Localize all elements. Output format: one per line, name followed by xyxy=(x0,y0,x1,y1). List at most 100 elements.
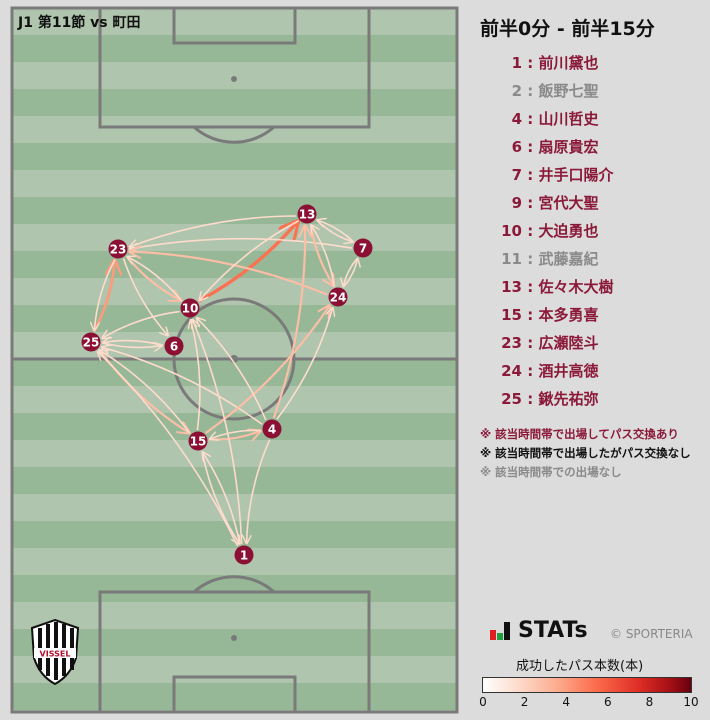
pitch-stripe xyxy=(12,494,457,521)
player-sep: : xyxy=(522,194,539,212)
player-item: 25 : 鍬先祐弥 xyxy=(480,388,613,416)
pass-arrow-4-25 xyxy=(102,347,263,425)
player-node-label: 6 xyxy=(170,340,178,354)
pitch-stripe xyxy=(12,305,457,332)
player-node-label: 24 xyxy=(330,291,347,305)
pitch-stripe xyxy=(12,35,457,62)
pass-arrow-4-13 xyxy=(272,226,305,419)
stats-logo: STATs xyxy=(490,618,588,643)
player-name: 佐々木大樹 xyxy=(538,278,614,296)
player-sep: : xyxy=(522,138,539,156)
player-item: 23 : 広瀬陸斗 xyxy=(480,332,613,360)
top-goal-box xyxy=(172,6,297,45)
note-nopass: ※ 該当時間帯で出場したがパス交換なし xyxy=(480,446,691,460)
pass-arrow-15-25 xyxy=(100,350,191,435)
player-item: 7 : 井手口陽介 xyxy=(480,164,614,192)
player-node-6 xyxy=(164,336,184,356)
colorbar-title: 成功したパス本数(本) xyxy=(516,659,644,674)
pass-arrow-24-13 xyxy=(311,225,335,287)
pitch-stripe xyxy=(12,548,457,575)
colorbar-tick: 4 xyxy=(562,695,571,709)
pass-arrow-1-25 xyxy=(98,352,239,547)
player-item: 2 : 飯野七聖 xyxy=(480,80,613,108)
player-sep: : xyxy=(522,166,539,184)
player-node-label: 23 xyxy=(110,243,127,257)
colorbar-tick: 2 xyxy=(520,695,529,709)
pass-arrow-10-13 xyxy=(197,222,298,303)
player-number: 7 xyxy=(511,166,522,184)
player-name: 大迫勇也 xyxy=(538,222,599,240)
player-sep: : xyxy=(522,306,539,324)
pass-arrow-23-6 xyxy=(122,258,168,336)
player-item: 15 : 本多勇喜 xyxy=(480,304,613,332)
player-number: 23 xyxy=(501,334,522,352)
player-number: 24 xyxy=(501,362,522,380)
player-name: 井手口陽介 xyxy=(538,166,614,184)
player-name: 山川哲史 xyxy=(538,110,599,128)
player-node-label: 1 xyxy=(240,549,248,563)
pitch-stripe xyxy=(12,440,457,467)
pass-arrow-4-1 xyxy=(247,439,271,544)
bottom-arc xyxy=(193,575,275,594)
pass-arrow-10-25 xyxy=(102,310,180,339)
colorbar-tick: 0 xyxy=(479,695,487,709)
player-node-13 xyxy=(297,204,317,224)
player-node-1 xyxy=(234,545,254,565)
pass-arrow-7-23 xyxy=(130,237,353,249)
player-sep: : xyxy=(522,334,539,352)
pitch-stripe xyxy=(12,278,457,305)
top-arc xyxy=(193,125,275,144)
player-number: 11 xyxy=(501,250,522,268)
player-name: 宮代大聖 xyxy=(538,194,599,212)
pitch-stripe xyxy=(12,170,457,197)
player-sep: : xyxy=(522,278,539,296)
player-node-label: 13 xyxy=(299,208,316,222)
top-penalty-spot xyxy=(231,76,237,82)
player-sep: : xyxy=(522,82,539,100)
player-number: 25 xyxy=(501,390,522,408)
player-item: 6 : 扇原貴宏 xyxy=(480,136,613,164)
player-node-label: 15 xyxy=(190,435,207,449)
player-name: 本多勇喜 xyxy=(538,306,599,324)
player-name: 鍬先祐弥 xyxy=(538,390,599,408)
pass-arrow-4-10 xyxy=(197,318,267,421)
pass-arrow-24-23 xyxy=(130,252,328,296)
pass-arrow-7-24 xyxy=(343,257,359,287)
player-node-4 xyxy=(262,419,282,439)
colorbar-tick: 6 xyxy=(603,695,612,709)
player-name: 酒井高徳 xyxy=(538,362,599,380)
pass-arrow-23-25 xyxy=(94,259,116,331)
player-sep: : xyxy=(522,222,539,240)
player-node-15 xyxy=(188,431,208,451)
player-sep: : xyxy=(522,110,539,128)
player-item: 24 : 酒井高徳 xyxy=(480,360,613,388)
pass-arrow-13-10 xyxy=(199,220,299,301)
player-item: 1 : 前川黛也 xyxy=(480,52,613,80)
pitch-stripe xyxy=(12,116,457,143)
player-number: 10 xyxy=(501,222,522,240)
pitch-stripe xyxy=(12,89,457,116)
player-number: 13 xyxy=(501,278,522,296)
copyright: © SPORTERIA xyxy=(610,627,693,641)
pass-arrow-13-7 xyxy=(315,219,352,242)
player-node-label: 7 xyxy=(359,242,367,256)
player-number: 1 xyxy=(511,54,522,72)
player-name: 飯野七聖 xyxy=(538,82,599,100)
pass-arrow-15-10 xyxy=(191,320,201,431)
colorbar xyxy=(482,677,692,693)
pass-arrow-15-24 xyxy=(205,306,330,435)
player-number: 4 xyxy=(511,110,522,128)
player-item: 10 : 大迫勇也 xyxy=(480,220,613,248)
player-node-23 xyxy=(108,239,128,259)
note-none: ※ 該当時間帯での出場なし xyxy=(480,465,622,479)
player-name: 広瀬陸斗 xyxy=(538,334,599,352)
player-number: 9 xyxy=(511,194,522,212)
pitch-stripe xyxy=(12,386,457,413)
pitch-stripe xyxy=(12,413,457,440)
vissel-crest: VISSEL xyxy=(30,618,80,686)
player-node-label: 4 xyxy=(268,423,276,437)
pitch-stripe xyxy=(12,602,457,629)
player-node-10 xyxy=(180,298,200,318)
pitch-stripe xyxy=(12,62,457,89)
player-number: 15 xyxy=(501,306,522,324)
